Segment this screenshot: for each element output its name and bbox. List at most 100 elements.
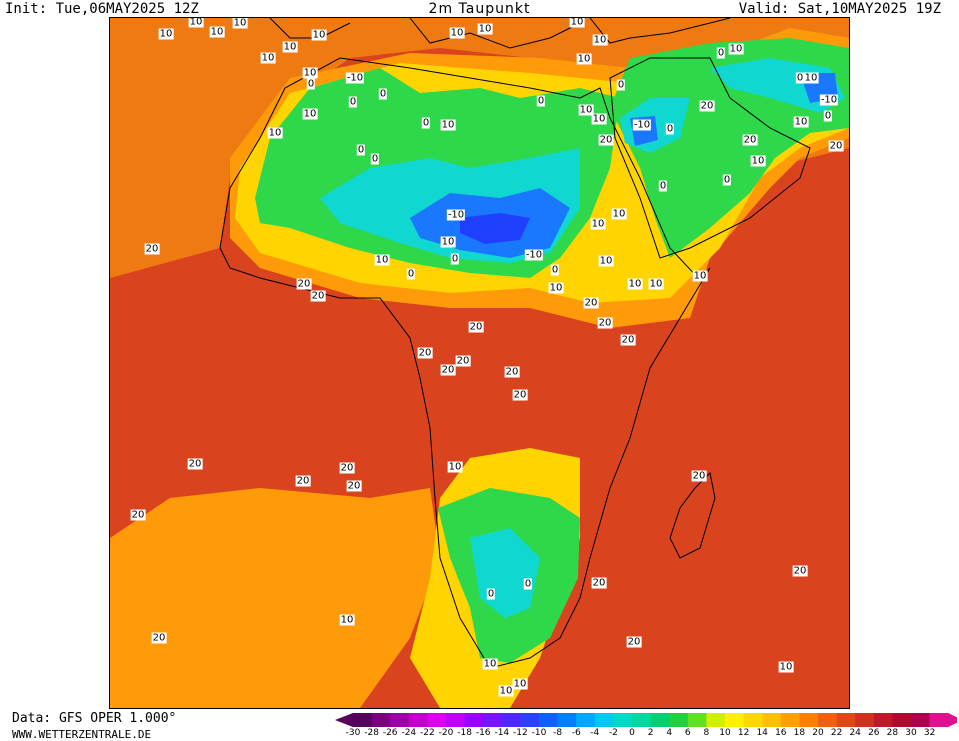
legend-tick-label: 12 [737, 728, 750, 738]
dewpoint-field [110, 18, 849, 708]
contour-label: 20 [597, 317, 613, 329]
contour-label: 10 [282, 41, 298, 53]
contour-label: 0 [450, 253, 460, 265]
legend-tick-label: 18 [793, 728, 806, 738]
contour-label: 20 [699, 100, 715, 112]
contour-label: 0 [370, 153, 380, 165]
contour-label: 20 [468, 321, 484, 333]
contour-label: 10 [592, 34, 608, 46]
legend-swatch [650, 713, 670, 727]
contour-label: 20 [346, 480, 362, 492]
contour-label: 10 [311, 29, 327, 41]
valid-time: Valid: Sat,10MAY2025 19Z [738, 1, 941, 17]
field-atlantic-orange [110, 488, 440, 708]
contour-label: 10 [267, 127, 283, 139]
contour-label: 20 [187, 458, 203, 470]
contour-label: 10 [260, 52, 276, 64]
legend-swatch [464, 713, 484, 727]
contour-label: 10 [569, 17, 585, 28]
legend-tick-label: -8 [553, 728, 563, 738]
legend-tick-label: -28 [364, 728, 379, 738]
contour-label: -10 [524, 249, 544, 261]
data-source: Data: GFS OPER 1.000° [12, 711, 177, 726]
legend-swatch [557, 713, 577, 727]
contour-label: 10 [498, 685, 514, 697]
dewpoint-map: 10 10 10 10 10 10 10 10 -10 0 0 0 10 10 0 0 0 10 0 10 10 10 10… [109, 17, 850, 709]
legend-tick-label: -26 [382, 728, 398, 738]
legend-swatch [911, 713, 931, 727]
contour-label: 10 [440, 119, 456, 131]
color-legend: -30 -28 -26 -24 -22 -20 -18 -16 -14 -12 -10 -8 -6 -4-… [335, 713, 957, 741]
legend-tick-label: -4 [590, 728, 600, 738]
contour-label: 20 [455, 355, 471, 367]
legend-swatch [892, 713, 912, 727]
legend-tick-label: 28 [886, 728, 899, 738]
contour-label: 10 [482, 658, 498, 670]
legend-tick-label: 14 [756, 728, 768, 738]
legend-tick-label: 26 [868, 728, 880, 738]
contour-label: 0 [658, 180, 668, 192]
contour-label: 10 [750, 155, 766, 167]
contour-label: 0 [421, 117, 431, 129]
contour-label: 10 [728, 43, 744, 55]
contour-label: 10 [374, 254, 390, 266]
contour-label: 0 [550, 264, 560, 276]
contour-label: 20 [626, 636, 642, 648]
contour-label: 10 [302, 67, 318, 79]
legend-tick-label: -22 [420, 728, 435, 738]
contour-label: 10 [512, 678, 528, 690]
contour-label: 20 [591, 577, 607, 589]
legend-swatch [669, 713, 689, 727]
contour-label: 10 [590, 218, 606, 230]
legend-tick-label: -18 [457, 728, 472, 738]
legend-tick-label: 6 [684, 728, 691, 738]
legend-swatch [390, 713, 410, 727]
legend-tick-label: 4 [666, 728, 673, 738]
legend-tick-label: 0 [629, 728, 635, 738]
contour-label: 20 [828, 140, 844, 152]
contour-label: 10 [611, 208, 627, 220]
legend-tick-label: 32 [923, 728, 936, 738]
legend-swatch [632, 713, 652, 727]
contour-label: 10 [591, 113, 607, 125]
contour-label: 0 [722, 174, 732, 186]
legend-swatch [427, 713, 447, 727]
legend-swatch [855, 713, 875, 727]
legend-arrow-high [948, 713, 957, 727]
contour-label: 10 [302, 108, 318, 120]
contour-label: 0 [616, 79, 626, 91]
contour-label: 10 [209, 26, 225, 38]
contour-label: 20 [310, 290, 326, 302]
contour-label: 10 [449, 27, 465, 39]
legend-swatch [929, 713, 949, 727]
website-credit: WWW.WETTERZENTRALE.DE [12, 728, 152, 741]
legend-swatch [520, 713, 540, 727]
legend-swatch [408, 713, 428, 727]
contour-label: 10 [793, 116, 809, 128]
legend-tick-label: 2 [647, 728, 654, 738]
contour-label: -10 [819, 94, 839, 106]
contour-label: 20 [512, 389, 528, 401]
legend-swatch [687, 713, 707, 727]
contour-label: 10 [339, 614, 355, 626]
legend-tick-label: -10 [531, 728, 547, 738]
legend-tick-label: 8 [703, 728, 710, 738]
contour-label: 20 [296, 278, 312, 290]
contour-label: 20 [151, 632, 167, 644]
contour-label: 20 [691, 470, 707, 482]
contour-label: 10 [548, 282, 564, 294]
contour-label: 20 [130, 509, 146, 521]
arabia-coastline [609, 57, 811, 259]
contour-label: 0 [378, 88, 388, 100]
contour-label: -10 [632, 119, 652, 131]
contour-label: 0 [306, 78, 316, 90]
legend-swatch [501, 713, 521, 727]
contour-label: 10 [440, 236, 456, 248]
legend-tick-label: -6 [571, 728, 581, 738]
legend-tick-label: -2 [608, 728, 618, 738]
contour-label: -10 [446, 209, 466, 221]
legend-tick-label: -30 [345, 728, 361, 738]
legend-swatch [706, 713, 726, 727]
legend-tick-label: -14 [494, 728, 510, 738]
contour-label: 10 [232, 17, 248, 29]
